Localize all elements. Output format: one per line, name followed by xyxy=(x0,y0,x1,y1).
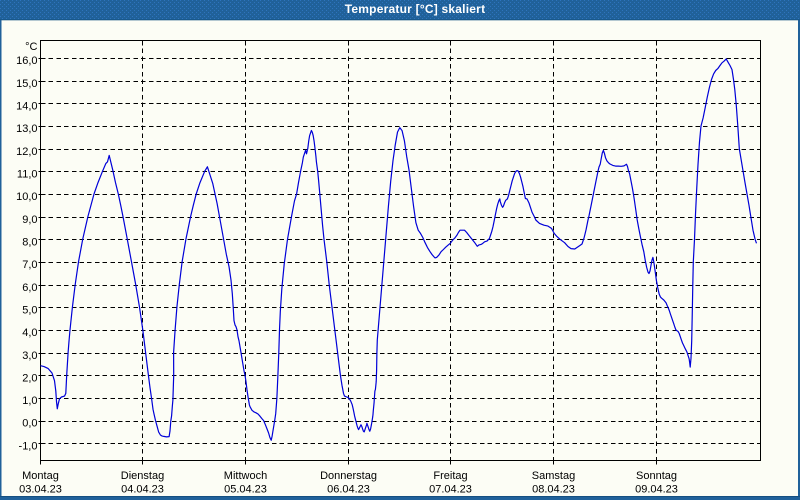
svg-text:Mittwoch: Mittwoch xyxy=(224,470,267,482)
svg-text:11,0: 11,0 xyxy=(17,169,38,181)
svg-text:04.04.23: 04.04.23 xyxy=(121,484,164,496)
svg-text:-1,0: -1,0 xyxy=(19,440,38,452)
svg-text:Donnerstag: Donnerstag xyxy=(320,470,377,482)
svg-text:08.04.23: 08.04.23 xyxy=(532,484,575,496)
svg-text:9,0: 9,0 xyxy=(22,214,37,226)
svg-text:Sonntag: Sonntag xyxy=(636,470,677,482)
svg-text:2,0: 2,0 xyxy=(22,372,37,384)
svg-text:0,0: 0,0 xyxy=(22,418,37,430)
svg-text:12,0: 12,0 xyxy=(16,146,37,158)
svg-text:03.04.23: 03.04.23 xyxy=(19,484,62,496)
svg-text:07.04.23: 07.04.23 xyxy=(429,484,472,496)
svg-text:06.04.23: 06.04.23 xyxy=(327,484,370,496)
svg-text:Dienstag: Dienstag xyxy=(121,470,164,482)
svg-text:09.04.23: 09.04.23 xyxy=(635,484,678,496)
svg-text:16,0: 16,0 xyxy=(16,55,37,67)
svg-text:8,0: 8,0 xyxy=(22,237,37,249)
svg-text:°C: °C xyxy=(25,41,37,53)
svg-text:4,0: 4,0 xyxy=(22,327,37,339)
svg-text:13,0: 13,0 xyxy=(16,123,37,135)
svg-text:6,0: 6,0 xyxy=(22,282,37,294)
svg-text:Samstag: Samstag xyxy=(532,470,575,482)
svg-text:Temperatur [°C] skaliert: Temperatur [°C] skaliert xyxy=(345,2,486,16)
svg-text:Montag: Montag xyxy=(22,470,59,482)
svg-text:3,0: 3,0 xyxy=(22,350,37,362)
svg-text:7,0: 7,0 xyxy=(22,259,37,271)
svg-text:15,0: 15,0 xyxy=(16,78,37,90)
svg-text:05.04.23: 05.04.23 xyxy=(224,484,267,496)
svg-text:Freitag: Freitag xyxy=(433,470,467,482)
svg-text:5,0: 5,0 xyxy=(22,304,37,316)
svg-text:14,0: 14,0 xyxy=(16,101,37,113)
svg-text:10,0: 10,0 xyxy=(16,191,37,203)
svg-text:1,0: 1,0 xyxy=(22,395,37,407)
